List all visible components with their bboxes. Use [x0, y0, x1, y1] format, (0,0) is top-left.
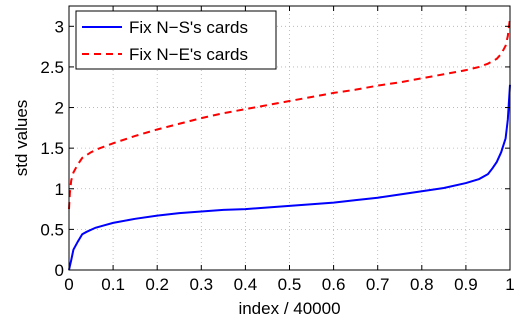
series-line-ns: [68, 84, 511, 271]
legend-box: [75, 10, 277, 70]
x-tick-label: 0.2: [145, 275, 169, 294]
legend-label-ns: Fix N−S's cards: [129, 18, 248, 37]
y-tick-label: 2: [55, 99, 64, 118]
x-axis-label: index / 40000: [238, 299, 340, 318]
series-line-ne: [68, 18, 511, 210]
x-tick-label: 0.5: [278, 275, 302, 294]
x-tick-label: 0.1: [101, 275, 125, 294]
tick-marks: [68, 6, 511, 271]
x-tick-label: 0.8: [410, 275, 434, 294]
y-tick-label: 1.5: [40, 139, 64, 158]
x-tick-labels: 0 0.1 0.2 0.3 0.4 0.5 0.6 0.7 0.8 0.9 1: [64, 275, 514, 294]
x-tick-label: 0.9: [454, 275, 478, 294]
series-layer: [68, 18, 511, 271]
x-tick-label: 0.4: [234, 275, 258, 294]
y-tick-label: 0.5: [40, 220, 64, 239]
x-tick-label: 0.7: [366, 275, 390, 294]
y-tick-label: 0: [55, 261, 64, 280]
y-axis-label: std values: [12, 100, 31, 177]
x-tick-label: 0.3: [189, 275, 213, 294]
x-tick-label: 0: [64, 275, 73, 294]
x-tick-label: 1: [505, 275, 514, 294]
legend: Fix N−S's cards Fix N−E's cards: [75, 10, 277, 70]
y-tick-label: 2.5: [40, 58, 64, 77]
legend-label-ne: Fix N−E's cards: [129, 45, 248, 64]
y-tick-label: 1: [55, 180, 64, 199]
y-tick-label: 3: [55, 17, 64, 36]
x-tick-label: 0.6: [322, 275, 346, 294]
y-tick-labels: 0 0.5 1 1.5 2 2.5 3: [40, 17, 64, 280]
